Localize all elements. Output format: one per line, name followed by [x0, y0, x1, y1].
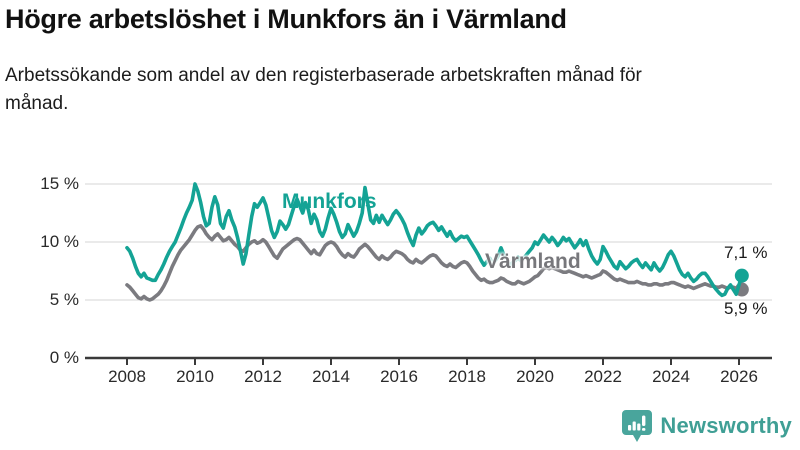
- line-värmland: [125, 224, 744, 302]
- chart-subtitle: Arbetssökande som andel av den registerb…: [5, 65, 642, 114]
- end-dot-munkfors: [734, 268, 749, 283]
- end-value-varmland: 5,9 %: [724, 299, 768, 318]
- x-axis-tick-label: 2008: [108, 367, 146, 386]
- end-value-munkfors: 7,1 %: [724, 243, 768, 262]
- x-axis-tick-label: 2016: [380, 367, 418, 386]
- line-munkfors: [125, 182, 744, 298]
- y-axis-tick-label: 5 %: [49, 290, 79, 309]
- x-axis-tick-label: 2022: [584, 367, 622, 386]
- x-axis-tick-label: 2026: [720, 367, 758, 386]
- y-axis-tick-label: 15 %: [40, 174, 79, 193]
- x-axis-tick-label: 2014: [312, 367, 350, 386]
- newsworthy-logo: Newsworthy: [621, 409, 792, 443]
- x-axis-tick-label: 2012: [244, 367, 282, 386]
- logo-text: Newsworthy: [660, 413, 792, 438]
- page-title: Högre arbetslöshet i Munkfors än i Värml…: [5, 4, 567, 34]
- x-axis-tick-label: 2010: [176, 367, 214, 386]
- series-label-varmland: Värmland: [485, 250, 581, 273]
- series-label-munkfors: Munkfors: [282, 190, 377, 213]
- bar-chart-speech-bubble-icon: [621, 409, 653, 443]
- x-axis-tick-label: 2020: [516, 367, 554, 386]
- y-axis-tick-label: 10 %: [40, 232, 79, 251]
- x-axis-tick-label: 2018: [448, 367, 486, 386]
- y-axis-tick-label: 0 %: [49, 348, 79, 367]
- x-axis-tick-label: 2024: [652, 367, 690, 386]
